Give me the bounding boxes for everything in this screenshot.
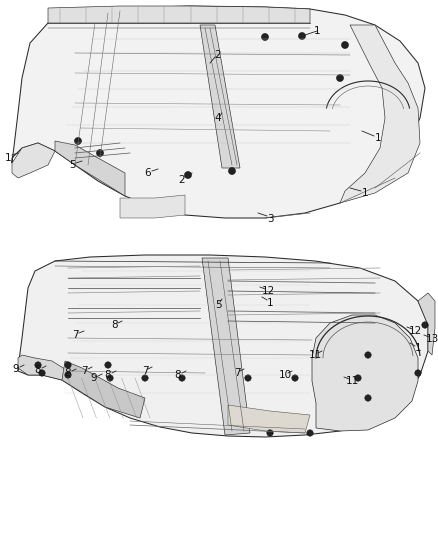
Text: 8: 8 bbox=[65, 368, 71, 378]
Polygon shape bbox=[12, 143, 55, 178]
Polygon shape bbox=[202, 258, 250, 435]
Text: 13: 13 bbox=[425, 334, 438, 344]
Polygon shape bbox=[18, 355, 68, 380]
Circle shape bbox=[65, 362, 71, 368]
Text: 12: 12 bbox=[408, 326, 422, 336]
Circle shape bbox=[336, 75, 343, 82]
Text: 6: 6 bbox=[145, 168, 151, 178]
Polygon shape bbox=[48, 6, 310, 23]
Text: 7: 7 bbox=[72, 330, 78, 340]
Circle shape bbox=[342, 42, 349, 49]
Polygon shape bbox=[200, 25, 240, 168]
Circle shape bbox=[74, 138, 81, 144]
Text: 7: 7 bbox=[234, 368, 240, 378]
Text: 1: 1 bbox=[415, 343, 421, 353]
Text: 7: 7 bbox=[81, 366, 87, 376]
Circle shape bbox=[245, 375, 251, 381]
Circle shape bbox=[365, 395, 371, 401]
Polygon shape bbox=[55, 141, 125, 196]
Circle shape bbox=[107, 375, 113, 381]
Polygon shape bbox=[12, 6, 425, 218]
Polygon shape bbox=[120, 195, 185, 218]
Circle shape bbox=[355, 375, 361, 381]
Circle shape bbox=[65, 372, 71, 378]
Circle shape bbox=[35, 362, 41, 368]
Circle shape bbox=[307, 430, 313, 436]
Text: 1: 1 bbox=[314, 26, 320, 36]
Text: 1: 1 bbox=[5, 153, 11, 163]
Text: 8: 8 bbox=[105, 370, 111, 380]
Text: 1: 1 bbox=[267, 298, 273, 308]
Circle shape bbox=[415, 370, 421, 376]
Polygon shape bbox=[418, 293, 435, 355]
Circle shape bbox=[365, 352, 371, 358]
Circle shape bbox=[184, 172, 191, 179]
Polygon shape bbox=[18, 255, 428, 437]
Circle shape bbox=[422, 322, 428, 328]
Text: 8: 8 bbox=[175, 370, 181, 380]
Text: 8: 8 bbox=[112, 320, 118, 330]
Circle shape bbox=[292, 375, 298, 381]
Circle shape bbox=[96, 149, 103, 157]
Circle shape bbox=[261, 34, 268, 41]
Text: 2: 2 bbox=[215, 50, 221, 60]
Text: 3: 3 bbox=[267, 214, 273, 224]
Text: 4: 4 bbox=[215, 113, 221, 123]
Text: 2: 2 bbox=[179, 175, 185, 185]
Text: 11: 11 bbox=[308, 350, 321, 360]
Polygon shape bbox=[340, 25, 420, 203]
Text: 12: 12 bbox=[261, 286, 275, 296]
Text: 9: 9 bbox=[91, 373, 97, 383]
Circle shape bbox=[299, 33, 305, 39]
Text: 9: 9 bbox=[13, 364, 19, 374]
Text: 10: 10 bbox=[279, 370, 292, 380]
Circle shape bbox=[142, 375, 148, 381]
Text: 11: 11 bbox=[346, 376, 359, 386]
Text: 5: 5 bbox=[69, 160, 75, 170]
Text: 8: 8 bbox=[35, 365, 41, 375]
Polygon shape bbox=[312, 315, 418, 431]
Text: 5: 5 bbox=[215, 300, 221, 310]
Circle shape bbox=[39, 370, 45, 376]
Text: 1: 1 bbox=[362, 188, 368, 198]
Circle shape bbox=[229, 167, 236, 174]
Text: 1: 1 bbox=[374, 133, 381, 143]
Text: 7: 7 bbox=[141, 366, 148, 376]
Polygon shape bbox=[62, 361, 145, 418]
Circle shape bbox=[179, 375, 185, 381]
Circle shape bbox=[267, 430, 273, 436]
Circle shape bbox=[105, 362, 111, 368]
Polygon shape bbox=[228, 405, 310, 433]
